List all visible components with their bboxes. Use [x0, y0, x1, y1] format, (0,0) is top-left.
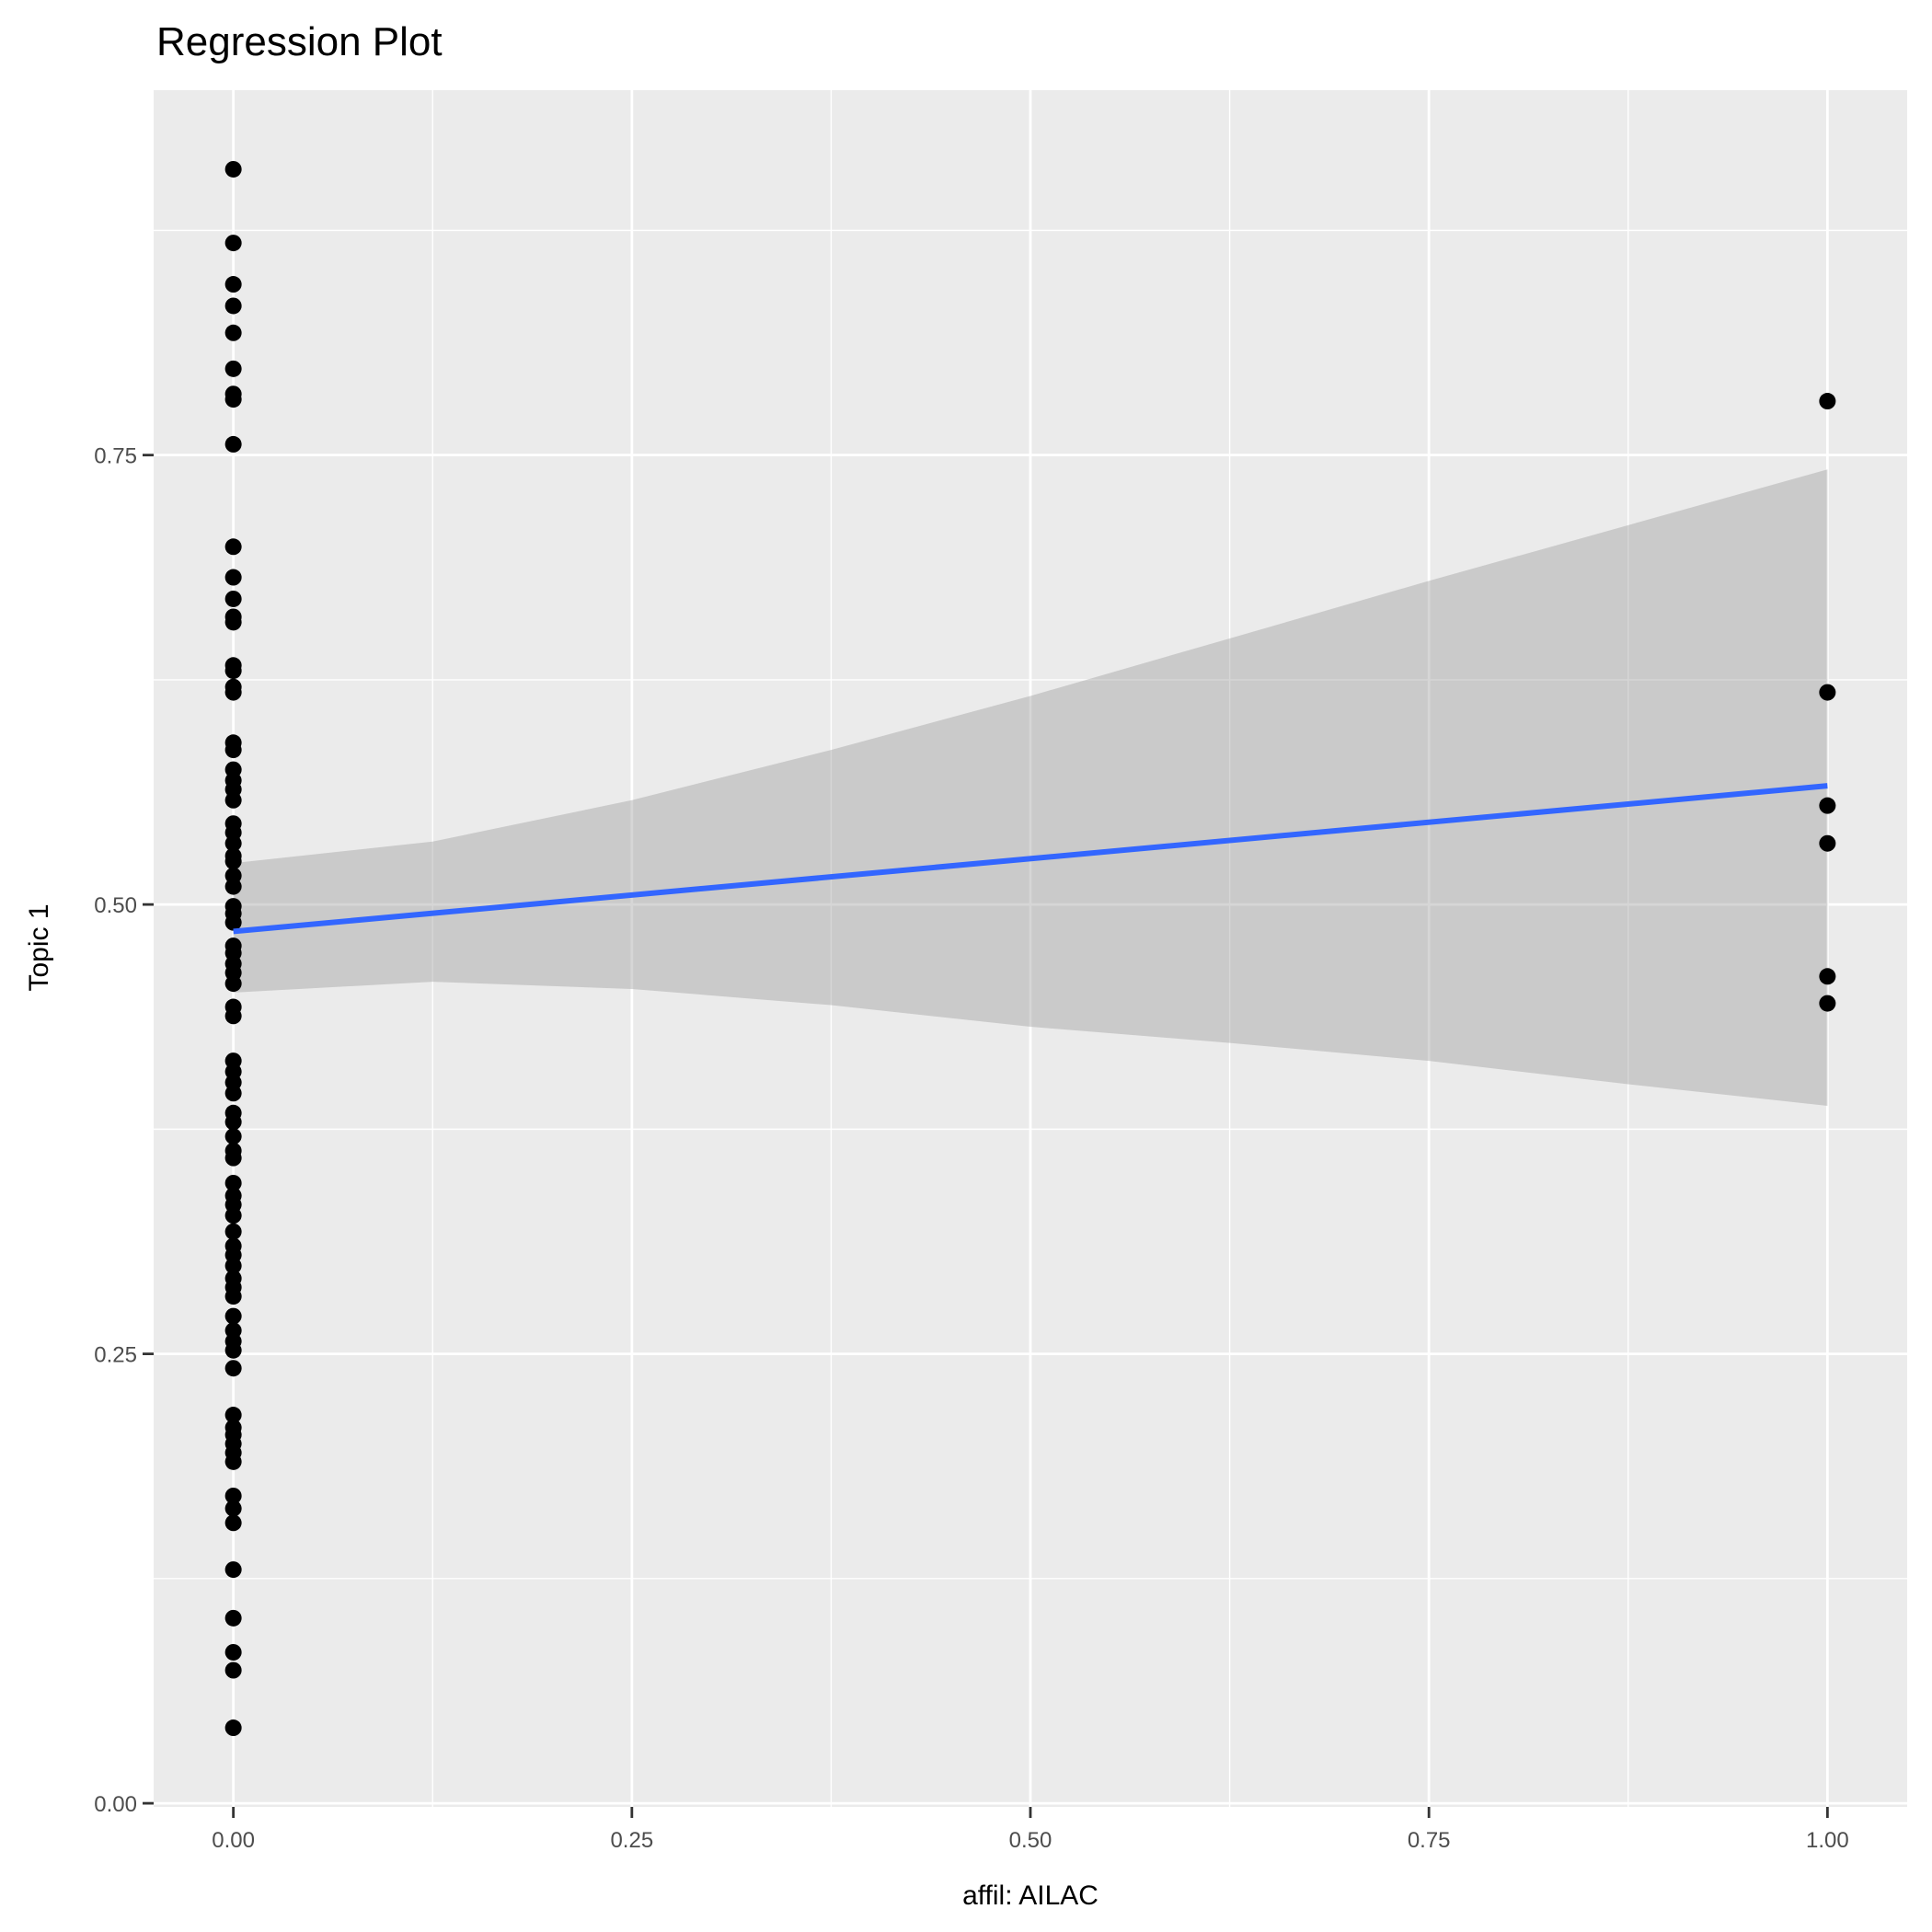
data-point: [224, 235, 242, 252]
data-point: [224, 1609, 242, 1627]
data-point: [224, 324, 242, 341]
data-point: [224, 742, 242, 759]
x-tick-label: 0.75: [1408, 1828, 1451, 1853]
data-point: [224, 1207, 242, 1225]
data-point: [224, 1174, 242, 1191]
data-point: [224, 1149, 242, 1167]
y-tick-label: 0.25: [94, 1343, 137, 1368]
regression-line-group: [233, 783, 1828, 935]
data-point: [224, 1407, 242, 1424]
data-point: [224, 276, 242, 293]
data-point: [224, 684, 242, 701]
data-point: [224, 1719, 242, 1737]
confidence-band-group: [233, 469, 1828, 1106]
data-point: [224, 1662, 242, 1679]
data-point: [224, 1341, 242, 1359]
data-point: [1819, 834, 1836, 852]
data-point: [224, 1360, 242, 1377]
y-tick-label: 0.75: [94, 444, 137, 469]
data-point: [224, 1007, 242, 1025]
data-point: [224, 391, 242, 408]
data-point: [224, 1128, 242, 1145]
regression-line: [233, 783, 1828, 935]
y-axis-title: Topic 1: [24, 903, 54, 991]
data-point: [224, 914, 242, 931]
data-point: [224, 1514, 242, 1532]
x-tick-label: 0.00: [212, 1828, 255, 1853]
chart-title: Regression Plot: [156, 19, 443, 64]
data-point: [224, 614, 242, 631]
x-tick-label: 1.00: [1806, 1828, 1849, 1853]
data-point: [224, 1307, 242, 1325]
data-point: [224, 1113, 242, 1131]
data-point: [1819, 797, 1836, 814]
y-tick-label: 0.50: [94, 893, 137, 918]
y-tick-label: 0.00: [94, 1792, 137, 1817]
data-point: [1819, 995, 1836, 1012]
axes-group: 0.00 0.25 0.50 0.75 1.00 0.00 0.25 0.50 0.75: [94, 444, 1848, 1853]
data-point: [224, 1487, 242, 1504]
data-point: [224, 1643, 242, 1661]
data-point: [224, 590, 242, 607]
data-point: [224, 1085, 242, 1102]
data-point: [224, 1257, 242, 1274]
data-point: [224, 297, 242, 315]
data-point: [224, 662, 242, 680]
confidence-band: [233, 469, 1828, 1106]
data-point: [224, 1500, 242, 1517]
data-point: [224, 791, 242, 809]
data-point: [224, 853, 242, 870]
data-point: [224, 160, 242, 178]
data-point: [224, 569, 242, 586]
data-point: [224, 1561, 242, 1579]
data-point: [224, 1223, 242, 1240]
data-point: [224, 1288, 242, 1305]
data-point: [1819, 968, 1836, 985]
x-tick-label: 0.25: [610, 1828, 653, 1853]
data-point: [224, 834, 242, 852]
points-group: [224, 160, 1836, 1737]
data-point: [224, 1453, 242, 1470]
data-point: [1819, 684, 1836, 701]
x-axis-title: affil: AILAC: [962, 1880, 1098, 1911]
x-tick-label: 0.50: [1009, 1828, 1052, 1853]
data-point: [224, 975, 242, 993]
data-point: [224, 878, 242, 895]
data-point: [1819, 393, 1836, 410]
data-point: [224, 360, 242, 377]
data-point: [224, 435, 242, 453]
data-point: [224, 538, 242, 556]
